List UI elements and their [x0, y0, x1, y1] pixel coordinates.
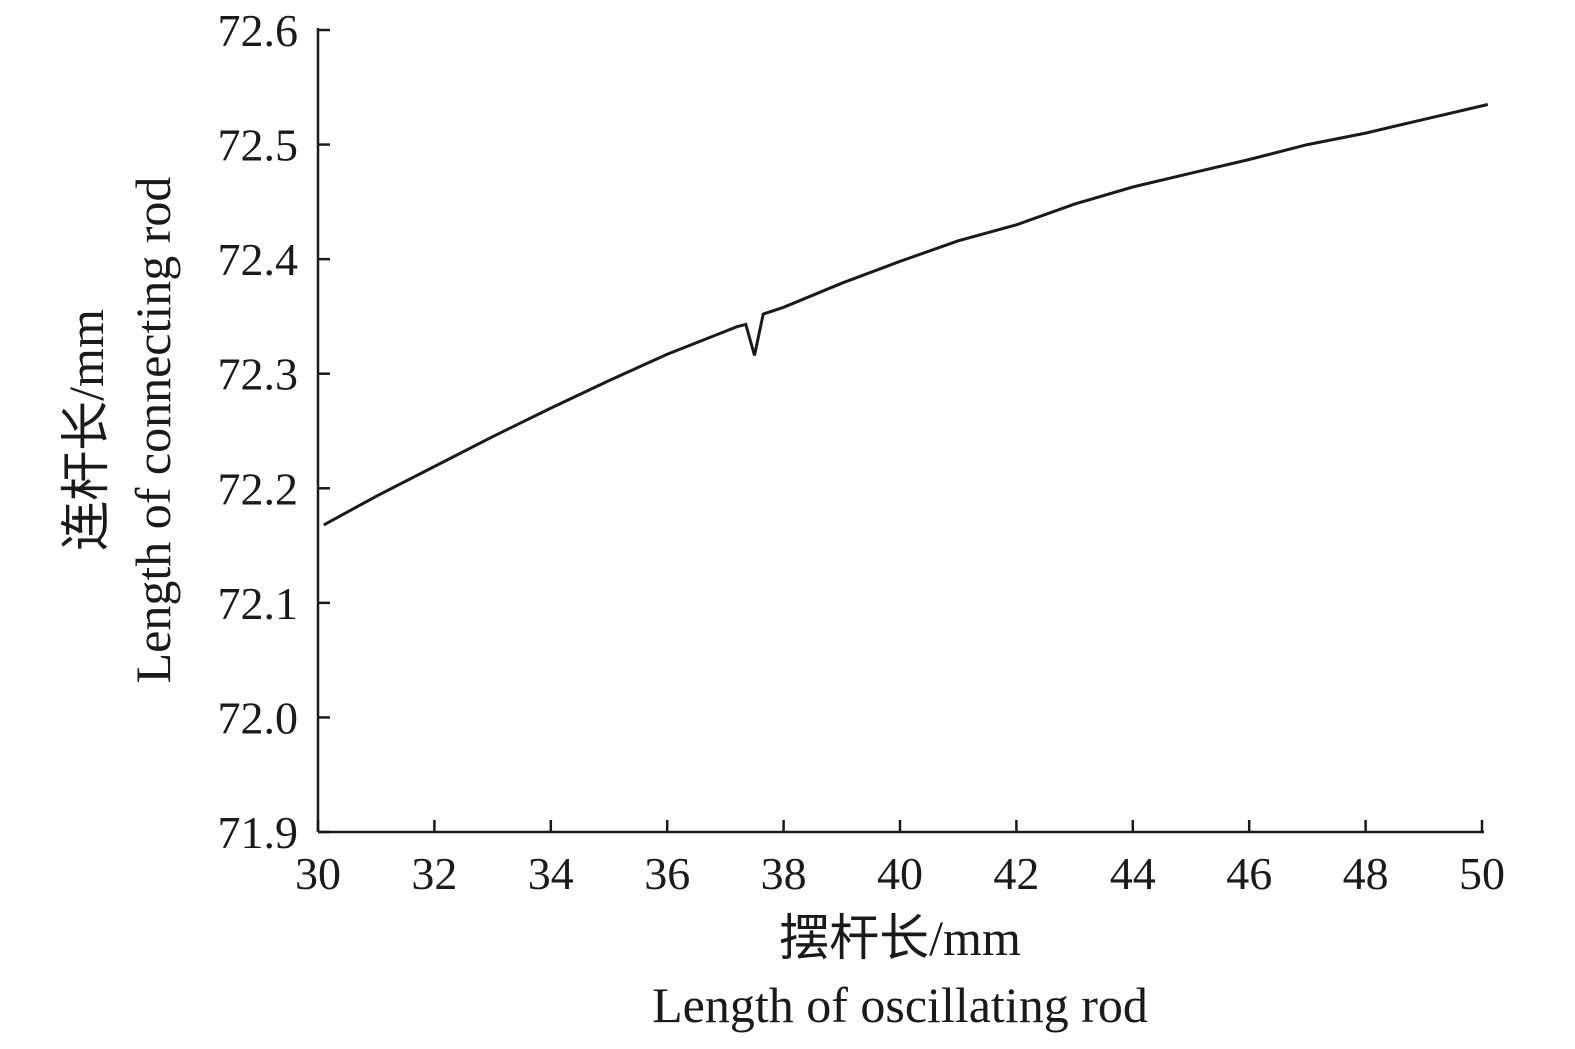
x-tick-label: 36	[644, 848, 690, 899]
y-tick-label: 72.2	[218, 463, 299, 514]
x-tick-label: 48	[1343, 848, 1389, 899]
x-axis-title: 摆杆长/mm	[779, 910, 1021, 966]
x-tick-label: 32	[411, 848, 457, 899]
x-axis-title-english: Length of oscillating rod	[652, 977, 1148, 1033]
y-tick-label: 72.0	[218, 692, 299, 743]
x-tick-label: 30	[295, 848, 341, 899]
x-tick-label: 44	[1110, 848, 1156, 899]
y-tick-label: 72.6	[218, 5, 299, 56]
tick-marks	[316, 28, 1484, 834]
y-tick-label: 72.5	[218, 120, 299, 171]
x-tick-label: 42	[993, 848, 1039, 899]
series	[323, 103, 1489, 527]
y-axis-title-english: Length of connecting rod	[125, 177, 181, 684]
x-tick-label: 40	[877, 848, 923, 899]
y-tick-label: 72.1	[218, 578, 299, 629]
x-tick-label: 38	[761, 848, 807, 899]
series-line	[323, 103, 1489, 527]
y-tick-label: 71.9	[218, 807, 299, 858]
axes	[316, 28, 1484, 834]
x-tick-label: 46	[1226, 848, 1272, 899]
tick-labels: 30 32 34 36 38 40 42 44 46 48 50 71.9 72.0 72.1 72.2 72…	[218, 5, 1506, 899]
y-tick-label: 72.3	[218, 349, 299, 400]
x-tick-label: 34	[528, 848, 574, 899]
y-tick-label: 72.4	[218, 234, 299, 285]
y-axis-title: 连杆长/mm	[58, 309, 114, 551]
x-tick-label: 50	[1459, 848, 1505, 899]
